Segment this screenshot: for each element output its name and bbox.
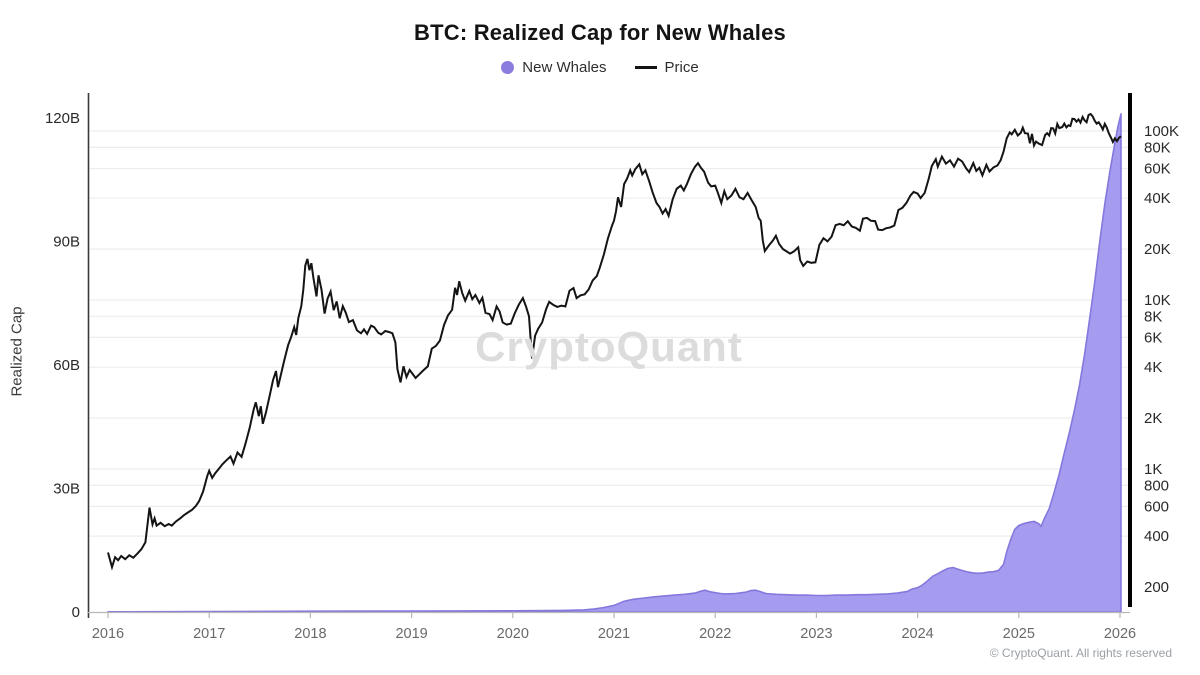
price-line-series (107, 112, 1122, 571)
left-axis-tick-label: 60B (53, 357, 80, 374)
new-whales-area-series (107, 113, 1122, 613)
x-axis-tick-label: 2023 (800, 626, 832, 642)
legend: New Whales Price (0, 57, 1200, 77)
x-axis-tick-label: 2017 (193, 626, 225, 642)
right-axis-tick-label: 8K (1144, 308, 1162, 325)
x-axis-tick-label: 2020 (497, 626, 529, 642)
x-axis-tick-label: 2024 (901, 626, 933, 642)
right-axis-tick-label: 80K (1144, 139, 1171, 156)
x-axis-tick-label: 2019 (395, 626, 427, 642)
x-axis-tick-label: 2025 (1003, 626, 1035, 642)
x-axis-tick-label: 2021 (598, 626, 630, 642)
left-axis-tick-label: 120B (45, 110, 80, 127)
chart-title: BTC: Realized Cap for New Whales (414, 20, 786, 45)
right-axis-tick-label: 400 (1144, 528, 1169, 545)
left-axis-tick-label: 30B (53, 481, 80, 498)
right-axis-tick-label: 4K (1144, 359, 1162, 376)
left-axis-tick-label: 90B (53, 234, 80, 251)
legend-item-price[interactable]: Price (634, 58, 699, 76)
x-axis-tick-label: 2016 (92, 626, 124, 642)
right-axis-tick-label: 60K (1144, 160, 1171, 177)
legend-item-new-whales[interactable]: New Whales (501, 58, 607, 76)
x-axis-tick-label: 2022 (699, 626, 731, 642)
copyright-footer: © CryptoQuant. All rights reserved (989, 646, 1172, 660)
legend-label-price: Price (664, 58, 699, 76)
x-axis-tick-label: 2026 (1104, 626, 1136, 642)
price-line-icon (634, 65, 657, 69)
right-axis-tick-label: 2K (1144, 410, 1162, 427)
left-axis-tick-label: 0 (72, 604, 80, 621)
legend-label-new-whales: New Whales (522, 58, 607, 76)
right-axis-tick-label: 20K (1144, 241, 1171, 258)
right-axis-tick-label: 800 (1144, 477, 1169, 494)
right-axis-tick-label: 1K (1144, 461, 1162, 478)
right-axis-tick-label: 100K (1144, 123, 1179, 140)
right-axis-tick-label: 600 (1144, 498, 1169, 515)
right-axis-tick-label: 200 (1144, 579, 1169, 596)
new-whales-dot-icon (501, 60, 515, 74)
x-axis-tick-label: 2018 (294, 626, 326, 642)
right-axis-tick-label: 40K (1144, 190, 1171, 207)
right-axis-tick-label: 10K (1144, 292, 1171, 309)
right-axis-tick-label: 6K (1144, 329, 1162, 346)
